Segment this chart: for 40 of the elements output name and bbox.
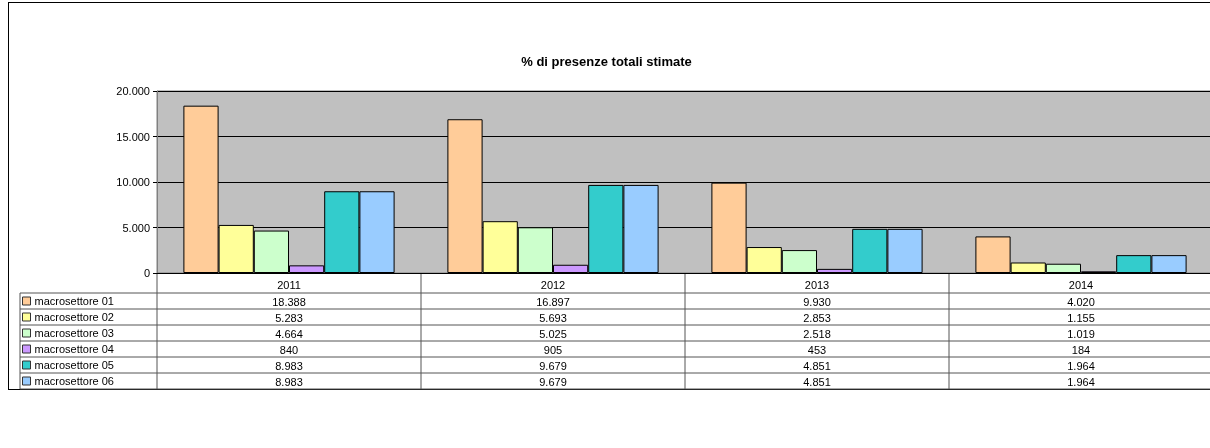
data-label: 9.679 <box>539 375 567 388</box>
data-label: 5.283 <box>275 311 303 324</box>
chart-title: % di presenze totali stimate <box>521 54 692 69</box>
legend-label: macrosettore 02 <box>34 311 114 323</box>
y-tick-label: 20.000 <box>116 85 150 97</box>
data-label: 18.388 <box>272 295 306 308</box>
x-tick-label: 2011 <box>277 278 301 291</box>
legend-label: macrosettore 06 <box>34 375 114 387</box>
data-label: 5.025 <box>539 327 567 340</box>
data-label: 5.693 <box>539 311 567 324</box>
x-tick-label: 2014 <box>1068 278 1094 291</box>
data-label: 2.518 <box>803 327 831 340</box>
data-label: 4.851 <box>803 359 831 372</box>
y-tick-label: 10.000 <box>116 176 150 188</box>
legend-label: macrosettore 01 <box>34 295 114 307</box>
data-label: 8.983 <box>275 359 303 372</box>
data-label: 1.964 <box>1067 375 1095 388</box>
data-label: 184 <box>1071 343 1091 356</box>
data-label: 1.155 <box>1067 311 1095 324</box>
y-tick-label: 5.000 <box>122 221 150 234</box>
data-label: 905 <box>543 343 563 356</box>
data-label: 16.897 <box>536 295 570 308</box>
x-tick-label: 2012 <box>540 278 566 291</box>
data-label: 840 <box>279 343 299 356</box>
legend-label: macrosettore 05 <box>34 359 114 371</box>
data-label: 9.930 <box>803 295 831 308</box>
data-label: 4.020 <box>1067 295 1095 308</box>
y-tick-label: 0 <box>143 267 150 279</box>
data-label: 8.983 <box>275 375 303 388</box>
data-label: 453 <box>807 343 827 356</box>
legend-label: macrosettore 04 <box>34 343 114 355</box>
data-label: 1.019 <box>1067 327 1095 340</box>
x-tick-label: 2013 <box>804 278 830 291</box>
data-label: 4.851 <box>803 375 831 388</box>
y-tick-label: 15.000 <box>116 130 150 143</box>
data-label: 4.664 <box>275 327 303 340</box>
legend-label: macrosettore 03 <box>34 327 114 339</box>
data-label: 1.964 <box>1067 359 1095 372</box>
data-label: 2.853 <box>803 311 831 324</box>
data-label: 9.679 <box>539 359 567 372</box>
